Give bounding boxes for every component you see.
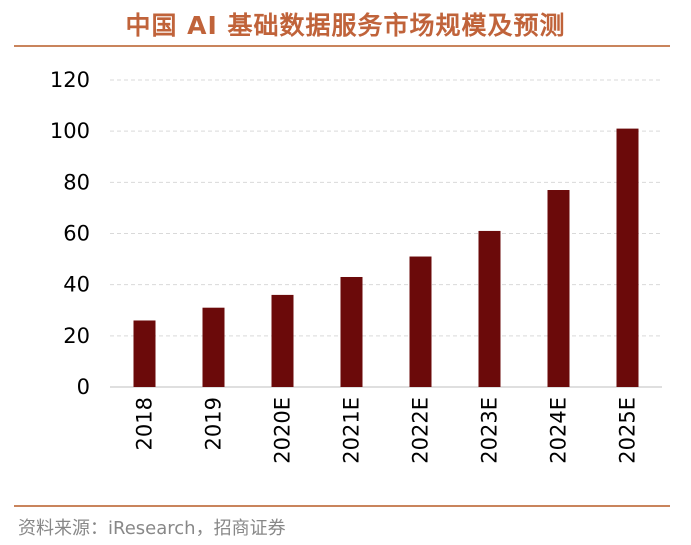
source-divider (14, 505, 670, 507)
x-tick-label: 2023E (478, 397, 502, 464)
source-note: 资料来源：iResearch，招商证券 (18, 518, 286, 539)
y-tick-label: 80 (63, 170, 90, 194)
bar-2019 (202, 307, 225, 387)
x-tick-label: 2021E (340, 397, 364, 464)
bar-2025E (616, 128, 639, 387)
bars (133, 128, 639, 387)
y-tick-label: 0 (77, 375, 90, 399)
x-tick-label: 2022E (409, 397, 433, 464)
y-tick-label: 100 (50, 119, 90, 143)
page-title: 中国 AI 基础数据服务市场规模及预测 (125, 11, 566, 40)
x-axis-tick-labels: 2018 2019 2020E 2021E 2022E 2023E 2024E 2025E (133, 397, 640, 464)
bar-2024E (547, 190, 570, 387)
bar-2021E (340, 276, 363, 387)
y-axis-tick-labels: 0 20 40 60 80 100 120 (50, 68, 90, 399)
y-tick-label: 40 (63, 273, 90, 297)
y-tick-label: 20 (63, 324, 90, 348)
x-tick-label: 2018 (133, 397, 157, 450)
bar-2022E (409, 256, 432, 387)
y-tick-label: 60 (63, 222, 90, 246)
grid-lines (110, 79, 662, 337)
x-tick-label: 2025E (616, 397, 640, 464)
bar-2020E (271, 294, 294, 387)
y-tick-label: 120 (50, 68, 90, 92)
bar-2018 (133, 320, 156, 387)
bar-2023E (478, 230, 501, 387)
x-tick-label: 2020E (271, 397, 295, 464)
title-divider (14, 45, 670, 47)
x-tick-label: 2024E (547, 397, 571, 464)
x-tick-label: 2019 (202, 397, 226, 450)
